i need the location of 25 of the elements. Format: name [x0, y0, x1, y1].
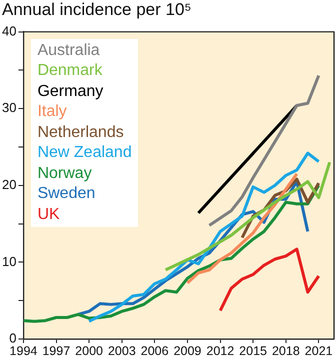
x-tick-label: 1994: [10, 344, 38, 358]
y-tick-label: 0: [9, 330, 16, 346]
text: Netherlands: [37, 122, 125, 143]
x-tick-label: 2015: [239, 344, 268, 358]
text: Norway: [37, 164, 93, 184]
x-tick-label: 2006: [140, 344, 169, 358]
text: Australia: [37, 40, 101, 61]
x-tick-label: 2012: [206, 344, 234, 358]
y-tick-label: 10: [2, 254, 16, 269]
x-tick-label: 2018: [272, 344, 300, 358]
text: Sweden: [37, 184, 96, 204]
x-tick-label: 2000: [75, 344, 104, 358]
chart-title: Annual incidence per 10⁵: [2, 0, 192, 20]
text: Denmark: [37, 61, 104, 82]
text: Germany: [37, 82, 104, 102]
x-tick-label: 2009: [174, 344, 202, 358]
y-tick-label: 30: [2, 100, 16, 116]
x-tick-label: 2021: [304, 344, 333, 358]
text: Italy: [37, 102, 68, 122]
y-tick-label: 20: [2, 176, 16, 192]
x-tick-label: 2003: [108, 344, 136, 358]
text: New Zealand: [37, 143, 132, 164]
text: UK: [37, 204, 61, 225]
y-tick-label: 40: [2, 23, 16, 38]
x-tick-label: 1997: [42, 344, 70, 358]
